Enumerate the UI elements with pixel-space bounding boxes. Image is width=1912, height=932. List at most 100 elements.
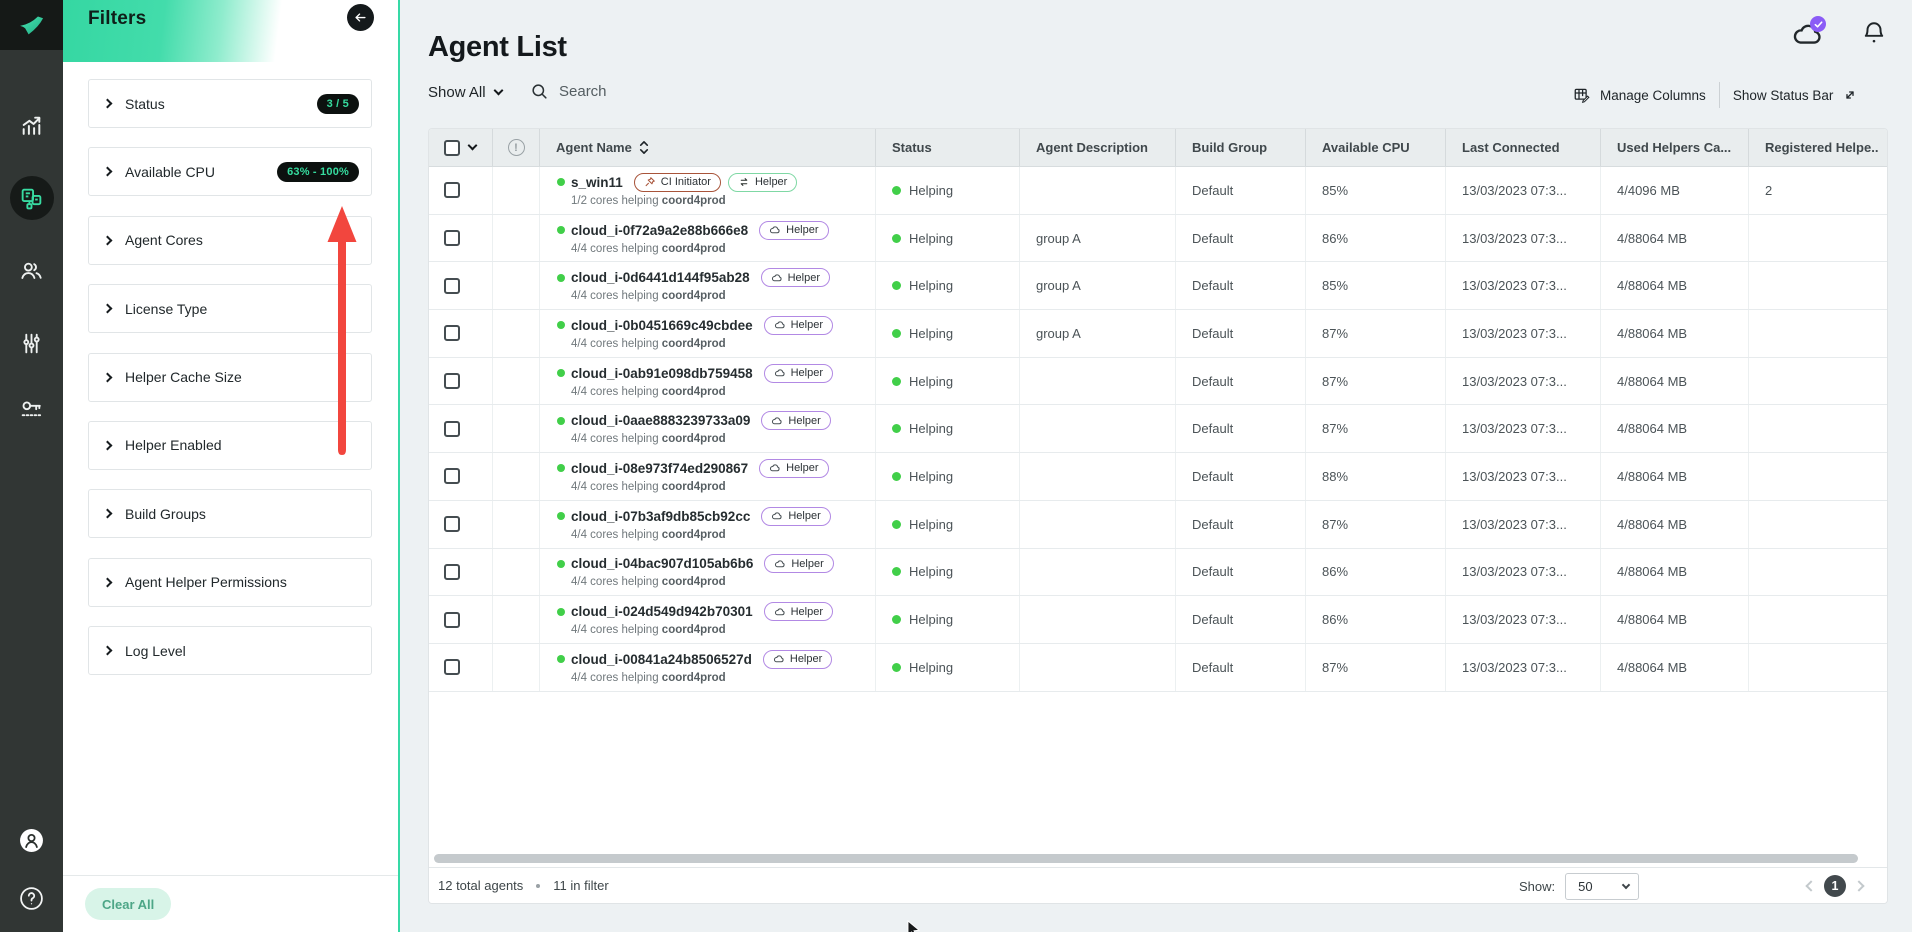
cloud-status-button[interactable] <box>1791 16 1829 50</box>
filter-list: Status 3 / 5 Available CPU 63% - 100% Ag… <box>88 79 372 695</box>
filter-item[interactable]: Available CPU 63% - 100% <box>88 147 372 197</box>
chevron-right-icon <box>102 645 113 656</box>
agent-table-row[interactable]: cloud_i-0ab91e098db759458 Helper 4/4 cor… <box>429 357 1887 406</box>
agent-table-row[interactable]: cloud_i-04bac907d105ab6b6 Helper 4/4 cor… <box>429 548 1887 597</box>
page-size-select[interactable]: 50 <box>1565 872 1640 900</box>
column-header-available-cpu[interactable]: Available CPU <box>1306 129 1446 166</box>
cloud-icon <box>771 415 783 427</box>
row-checkbox[interactable] <box>444 516 460 533</box>
row-checkbox[interactable] <box>444 563 460 580</box>
sidebar-nav-item[interactable] <box>10 248 54 292</box>
manage-columns-button[interactable]: Manage Columns <box>1573 86 1706 104</box>
agent-cores-subtext: 4/4 cores helping coord4prod <box>571 528 726 541</box>
current-page-indicator[interactable]: 1 <box>1824 875 1846 897</box>
sidebar-nav-item[interactable] <box>10 876 54 920</box>
agent-cores-subtext: 4/4 cores helping coord4prod <box>571 671 726 684</box>
column-header-registered-helpers[interactable]: Registered Helpe.. <box>1765 140 1879 155</box>
app-logo[interactable] <box>0 0 63 50</box>
filter-item[interactable]: Helper Enabled <box>88 420 372 470</box>
cloud-check-badge <box>1810 16 1826 32</box>
sidebar-nav-item[interactable] <box>9 176 54 220</box>
badge-ci-initiator: CI Initiator <box>633 172 721 192</box>
agent-table-row[interactable]: cloud_i-0f72a9a2e88b666e8 Helper 4/4 cor… <box>429 214 1887 263</box>
clear-all-button[interactable]: Clear All <box>85 888 172 920</box>
sidebar-nav-item[interactable] <box>10 103 54 147</box>
filters-header: Filters <box>63 0 398 62</box>
sidebar-nav-item[interactable] <box>10 321 54 365</box>
column-header-status[interactable]: Status <box>876 129 1020 166</box>
horizontal-scrollbar[interactable] <box>434 854 1858 863</box>
filter-item[interactable]: Helper Cache Size <box>88 352 372 402</box>
filter-item[interactable]: Agent Cores <box>88 215 372 265</box>
show-status-bar-button[interactable]: Show Status Bar <box>1733 87 1859 103</box>
select-all-checkbox[interactable] <box>444 139 460 156</box>
row-checkbox[interactable] <box>444 420 460 437</box>
cloud-icon <box>774 558 786 570</box>
filter-item[interactable]: License Type <box>88 284 372 334</box>
row-checkbox[interactable] <box>444 659 460 676</box>
agent-table-row[interactable]: s_win11 CI Initiator Helper 1/2 cores hel… <box>429 167 1887 215</box>
filter-item[interactable]: Status 3 / 5 <box>88 79 372 128</box>
notifications-button[interactable] <box>1861 18 1887 48</box>
cloud-icon <box>769 462 781 474</box>
build-group-cell: Default <box>1176 500 1306 548</box>
agent-name-cell: cloud_i-0d6441d144f95ab28 Helper 4/4 cor… <box>540 262 876 310</box>
agent-table-row[interactable]: cloud_i-08e973f74ed290867 Helper 4/4 cor… <box>429 453 1887 501</box>
row-checkbox[interactable] <box>444 468 460 485</box>
build-group-cell: Default <box>1176 548 1306 596</box>
chevron-right-icon <box>102 508 113 519</box>
build-group-cell: Default <box>1176 310 1306 357</box>
sort-icon[interactable] <box>639 140 649 155</box>
selection-menu-chevron-icon[interactable] <box>467 140 478 151</box>
agent-table-row[interactable]: cloud_i-0b0451669c49cbdee Helper 4/4 cor… <box>429 310 1887 358</box>
available-cpu-cell: 87% <box>1306 405 1446 453</box>
show-all-dropdown[interactable]: Show All <box>428 84 503 101</box>
column-header-used-helpers[interactable]: Used Helpers Ca... <box>1601 129 1749 166</box>
collapse-filters-button[interactable] <box>347 4 374 31</box>
previous-page-button[interactable] <box>1805 880 1817 892</box>
row-checkbox[interactable] <box>444 325 460 342</box>
next-page-button[interactable] <box>1853 880 1865 892</box>
row-alert-cell <box>493 405 540 453</box>
agent-name-cell: cloud_i-04bac907d105ab6b6 Helper 4/4 cor… <box>540 548 876 596</box>
filter-item[interactable]: Agent Helper Permissions <box>88 557 372 607</box>
column-header-last-connected[interactable]: Last Connected <box>1446 129 1601 166</box>
agent-online-dot <box>557 226 565 235</box>
column-header-description[interactable]: Agent Description <box>1020 129 1176 166</box>
filter-item[interactable]: Log Level <box>88 626 372 676</box>
registered-helpers-cell <box>1749 358 1887 405</box>
search-input[interactable] <box>557 82 707 101</box>
cloud-icon <box>771 510 783 522</box>
badge-helper-cloud: Helper <box>760 268 830 288</box>
row-checkbox[interactable] <box>444 373 460 390</box>
status-cell: Helping <box>876 357 1020 405</box>
column-header-agent-name[interactable]: Agent Name <box>540 129 876 166</box>
agent-table-row[interactable]: cloud_i-0aae8883239733a09 Helper 4/4 cor… <box>429 405 1887 454</box>
filters-divider <box>63 875 398 876</box>
sidebar-nav-item[interactable] <box>10 818 54 862</box>
sidebar-nav-item[interactable] <box>10 388 54 432</box>
column-header-build-group[interactable]: Build Group <box>1176 129 1306 166</box>
row-checkbox[interactable] <box>444 611 460 628</box>
agent-table-row[interactable]: cloud_i-024d549d942b70301 Helper 4/4 cor… <box>429 596 1887 644</box>
used-helpers-cell: 4/88064 MB <box>1601 596 1749 643</box>
status-cell: Helping <box>876 548 1020 596</box>
agent-badges: Helper <box>761 411 831 431</box>
status-cell: Helping <box>876 596 1020 643</box>
badge-helper-cloud: Helper <box>759 220 829 240</box>
row-checkbox[interactable] <box>444 277 460 294</box>
agent-table-row[interactable]: cloud_i-00841a24b8506527d Helper 4/4 cor… <box>429 643 1887 692</box>
used-helpers-cell: 4/88064 MB <box>1601 357 1749 405</box>
last-connected-cell: 13/03/2023 07:3... <box>1446 214 1601 262</box>
used-helpers-cell: 4/88064 MB <box>1601 500 1749 548</box>
filter-item[interactable]: Build Groups <box>88 489 372 539</box>
bullet-separator <box>536 883 541 888</box>
agent-table-row[interactable]: cloud_i-07b3af9db85cb92cc Helper 4/4 cor… <box>429 500 1887 549</box>
pagination: 1 <box>1805 868 1865 903</box>
search-box <box>530 82 707 101</box>
agent-table-row[interactable]: cloud_i-0d6441d144f95ab28 Helper 4/4 cor… <box>429 262 1887 311</box>
available-cpu-cell: 87% <box>1306 357 1446 405</box>
row-checkbox[interactable] <box>444 182 460 199</box>
last-connected-cell: 13/03/2023 07:3... <box>1446 548 1601 596</box>
row-checkbox[interactable] <box>444 230 460 247</box>
